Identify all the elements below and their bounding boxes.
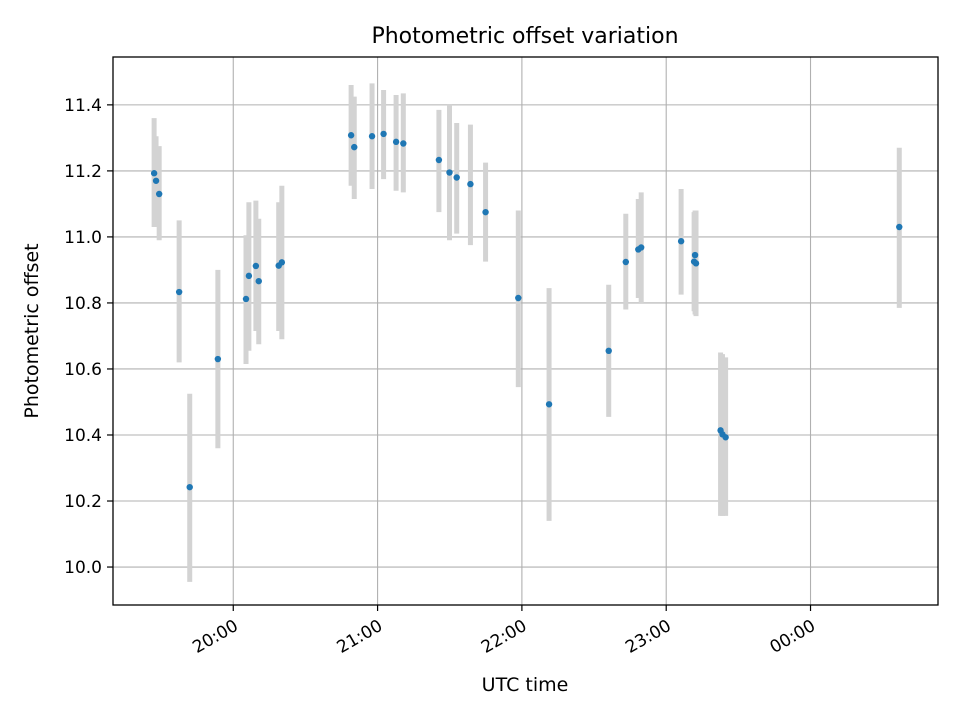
data-point [677, 238, 685, 245]
data-point [245, 272, 253, 280]
y-tick-label: 10.8 [64, 294, 102, 314]
data-point [150, 170, 158, 177]
data-point [392, 138, 400, 146]
data-point [446, 169, 453, 176]
data-point [467, 180, 474, 188]
error-bars [151, 83, 902, 582]
data-point [255, 277, 262, 285]
data-point [152, 177, 160, 184]
data-point [605, 347, 612, 355]
data-point [278, 259, 286, 266]
y-tick-label: 10.6 [64, 360, 102, 380]
chart-title: Photometric offset variation [371, 24, 678, 49]
y-tick-label: 10.0 [64, 558, 102, 578]
data-point [435, 156, 443, 164]
y-tick-label: 11.0 [64, 228, 102, 248]
data-point [453, 174, 460, 181]
data-point [515, 294, 522, 302]
plot-area-frame [112, 56, 939, 606]
y-tick-label: 11.2 [64, 162, 102, 182]
x-tick-label: 21:00 [334, 616, 386, 658]
x-tick-label: 23:00 [622, 616, 674, 658]
y-tick-label: 10.2 [64, 492, 102, 512]
data-point [400, 140, 407, 147]
data-point [186, 483, 193, 491]
data-point [896, 223, 903, 231]
data-point [155, 190, 163, 198]
data-point [622, 258, 629, 266]
data-point [692, 260, 700, 267]
data-point [368, 133, 376, 140]
x-tick-label: 20:00 [189, 616, 241, 658]
data-point [637, 244, 645, 251]
data-point [214, 355, 222, 363]
x-axis: 20:00 21:00 22:00 23:00 00:00 [189, 605, 819, 658]
data-point [482, 208, 489, 216]
data-point [242, 295, 250, 303]
y-axis: 10.0 10.2 10.4 10.6 10.8 11.0 11.2 11.4 [64, 96, 113, 578]
x-tick-label: 22:00 [478, 616, 530, 658]
data-point [545, 401, 553, 408]
data-point [380, 130, 387, 138]
data-point [252, 262, 260, 270]
x-tick-label: 00:00 [767, 616, 819, 658]
data-point [691, 251, 699, 259]
data-point [351, 143, 358, 151]
data-point [347, 132, 355, 139]
y-axis-label: Photometric offset [21, 243, 43, 418]
data-point [722, 434, 729, 441]
y-tick-label: 11.4 [64, 96, 102, 116]
grid-lines [113, 57, 938, 605]
data-points [150, 130, 903, 491]
data-point [175, 288, 183, 296]
y-tick-label: 10.4 [64, 426, 102, 446]
x-axis-label: UTC time [482, 674, 569, 696]
